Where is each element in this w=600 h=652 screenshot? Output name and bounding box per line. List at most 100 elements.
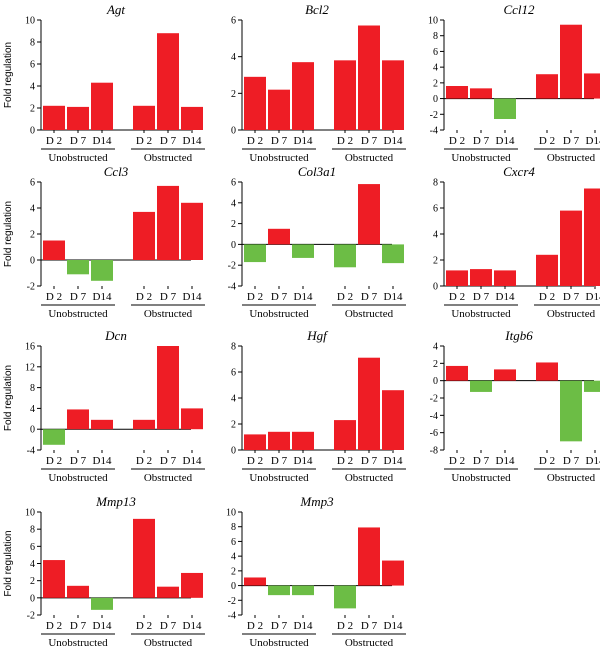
chart-panel-mmp13: Mmp13 -2 0 2 4 6 8 10 Fold regulation D 2 D 7 D14 D …: [3, 494, 205, 649]
x-category-label: D 7: [361, 291, 378, 303]
bar-4: [536, 362, 558, 381]
chart-title: Bcl2: [305, 2, 329, 17]
group-label: Obstructed: [547, 308, 596, 320]
y-tick-label: -4: [430, 411, 438, 422]
chart-panel-dcn: Dcn -4 0 4 8 12 16 Fold regulation D 2 D 7 D14 D 2 D…: [3, 328, 205, 484]
y-tick-label: 8: [30, 525, 35, 536]
bar-1: [446, 86, 468, 99]
x-category-label: D14: [294, 291, 313, 303]
chart-panel-itgb6: Itgb6 -8 -6 -4 -2 0 2 4 D 2 D 7 D14 D 2 D 7 D14 Unobst…: [430, 328, 600, 484]
y-tick-label: 8: [433, 178, 438, 189]
x-category-label: D 2: [247, 620, 263, 632]
bar-4: [536, 254, 558, 286]
chart-panel-ccl3: Ccl3 -2 0 2 4 6 Fold regulation D 2 D 7 D14 D 2 D 7…: [3, 164, 205, 320]
y-tick-label: 4: [30, 559, 35, 570]
y-tick-label: 6: [231, 368, 236, 379]
bar-5: [358, 184, 380, 245]
x-category-label: D 7: [473, 135, 490, 147]
y-axis-title: Fold regulation: [3, 365, 14, 431]
x-category-label: D 2: [449, 291, 465, 303]
x-category-label: D 7: [473, 291, 490, 303]
x-category-label: D14: [496, 135, 515, 147]
bar-1: [43, 429, 65, 445]
group-label: Unobstructed: [451, 472, 511, 484]
bar-6: [181, 202, 203, 260]
bar-1: [244, 577, 266, 586]
x-category-label: D 7: [271, 291, 288, 303]
y-tick-label: 6: [433, 47, 438, 58]
y-tick-label: 8: [433, 31, 438, 42]
bar-5: [157, 586, 179, 598]
x-category-label: D14: [384, 135, 403, 147]
y-tick-label: 8: [30, 383, 35, 394]
x-category-label: D 2: [539, 135, 555, 147]
y-tick-label: 6: [433, 204, 438, 215]
bar-2: [67, 585, 89, 598]
y-tick-label: 10: [226, 508, 236, 519]
group-label: Obstructed: [144, 637, 193, 649]
y-tick-label: 4: [231, 552, 236, 563]
y-tick-label: 0: [231, 581, 236, 592]
x-category-label: D14: [183, 135, 202, 147]
bar-4: [536, 74, 558, 99]
bar-5: [560, 24, 582, 99]
x-category-label: D 7: [160, 620, 177, 632]
x-category-label: D 2: [247, 291, 263, 303]
chart-panel-agt: Agt 0 2 4 6 8 10 Fold regulation D 2 D 7 D14 D 2 D 7…: [3, 2, 205, 164]
y-tick-label: -8: [430, 446, 438, 457]
x-category-label: D14: [384, 620, 403, 632]
bar-4: [133, 419, 155, 430]
group-label: Obstructed: [345, 637, 394, 649]
bar-4: [334, 244, 356, 268]
y-tick-label: 0: [30, 425, 35, 436]
x-category-label: D14: [183, 291, 202, 303]
x-category-label: D 2: [136, 455, 152, 467]
y-tick-label: -4: [228, 282, 236, 293]
group-label: Unobstructed: [451, 308, 511, 320]
x-category-label: D 7: [563, 291, 580, 303]
bar-4: [334, 60, 356, 131]
bar-2: [268, 228, 290, 245]
x-category-label: D 2: [449, 455, 465, 467]
y-tick-label: 0: [231, 240, 236, 251]
group-label: Unobstructed: [249, 152, 309, 164]
chart-title: Mmp3: [299, 494, 334, 509]
group-label: Unobstructed: [249, 308, 309, 320]
bar-2: [67, 409, 89, 430]
bar-4: [133, 211, 155, 260]
group-label: Obstructed: [345, 308, 394, 320]
y-axis-title: Fold regulation: [3, 201, 14, 267]
x-category-label: D 2: [136, 135, 152, 147]
chart-panel-hgf: Hgf 0 2 4 6 8 D 2 D 7 D14 D 2 D 7 D14 Unobstructed Ob…: [231, 328, 406, 484]
group-label: Obstructed: [345, 472, 394, 484]
x-category-label: D14: [93, 135, 112, 147]
bar-1: [244, 76, 266, 130]
y-tick-label: 2: [231, 219, 236, 230]
y-tick-label: -6: [430, 428, 438, 439]
x-category-label: D14: [93, 455, 112, 467]
bar-2: [268, 89, 290, 130]
bar-3: [292, 244, 314, 258]
y-tick-label: 2: [30, 230, 35, 241]
x-category-label: D 7: [563, 135, 580, 147]
bar-2: [470, 269, 492, 286]
chart-title: Hgf: [306, 328, 329, 343]
x-category-label: D 7: [160, 291, 177, 303]
bar-5: [560, 380, 582, 442]
bar-3: [91, 419, 113, 430]
y-tick-label: 0: [30, 126, 35, 137]
y-tick-label: -2: [228, 261, 236, 272]
y-tick-label: 6: [30, 178, 35, 189]
bar-4: [133, 518, 155, 598]
x-category-label: D14: [183, 620, 202, 632]
group-label: Obstructed: [144, 308, 193, 320]
y-tick-label: -4: [228, 611, 236, 622]
bar-5: [157, 185, 179, 260]
chart-title: Ccl3: [104, 164, 129, 179]
y-tick-label: 16: [25, 342, 35, 353]
x-category-label: D 2: [337, 135, 353, 147]
bar-2: [268, 585, 290, 596]
y-tick-label: 0: [433, 376, 438, 387]
x-category-label: D 2: [539, 291, 555, 303]
y-tick-label: 4: [433, 230, 438, 241]
